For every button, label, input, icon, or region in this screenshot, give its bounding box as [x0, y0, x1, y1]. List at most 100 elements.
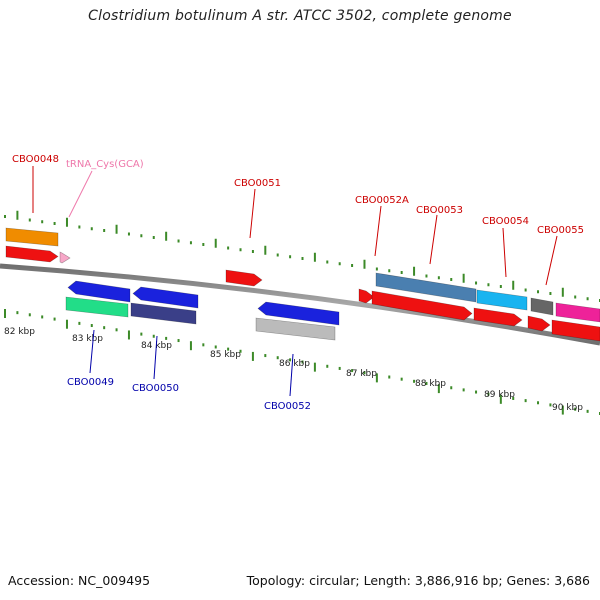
leader-cbo0055 [545, 235, 558, 286]
feature-cbo0048-arrow [5, 245, 59, 263]
minor-tick [127, 232, 130, 236]
label-leader-lines [32, 166, 558, 397]
feature-cbo0052a-arrow [371, 290, 473, 321]
minor-tick [90, 227, 93, 231]
gene-label-cbo0050: CBO0050 [132, 383, 179, 394]
minor-tick [351, 369, 354, 373]
minor-tick [115, 328, 118, 332]
gene-feature-track [5, 227, 600, 342]
minor-tick [78, 321, 81, 325]
minor-tick [549, 403, 552, 407]
minor-tick [239, 349, 242, 353]
minor-tick [103, 326, 106, 330]
major-tick [512, 280, 515, 290]
minor-tick [475, 390, 478, 394]
minor-tick [301, 360, 304, 364]
minor-tick [400, 377, 403, 381]
feature-cbo0050-arrow [132, 286, 199, 309]
feature-cbo0052-arrow [257, 301, 340, 326]
minor-tick [140, 332, 143, 336]
feature-cbo0054-box [530, 297, 554, 316]
major-tick [115, 224, 118, 234]
major-tick [363, 259, 366, 269]
kbp-label: 82 kbp [4, 327, 35, 337]
feature-cbo0048-box [5, 227, 59, 247]
kbp-label: 88 kbp [415, 379, 446, 389]
kbp-label: 85 kbp [210, 350, 241, 360]
minor-tick [189, 241, 192, 245]
minor-tick [103, 229, 106, 232]
leader-cbo0051 [249, 188, 256, 239]
feature-cbo0051-arrow [225, 269, 263, 287]
minor-tick [78, 225, 81, 229]
minor-tick [177, 339, 180, 343]
major-tick [65, 319, 68, 329]
gene-label-cbo0049: CBO0049 [67, 377, 114, 388]
minor-tick [177, 239, 180, 243]
minor-tick [326, 364, 329, 368]
minor-tick [462, 388, 465, 392]
gene-label-cbo0051: CBO0051 [234, 178, 281, 189]
major-tick [462, 273, 465, 283]
minor-tick [537, 290, 540, 294]
major-tick [165, 231, 168, 241]
feature-cbo0049-box [65, 296, 129, 318]
major-tick [313, 252, 316, 262]
gene-label-cbo0052: CBO0052 [264, 401, 311, 412]
major-tick [264, 245, 267, 255]
minor-tick [524, 399, 527, 403]
minor-tick [276, 253, 279, 257]
minor-tick [425, 381, 428, 385]
major-tick [561, 287, 564, 297]
minor-tick [152, 236, 155, 239]
feature-cbo0052-box [255, 317, 336, 341]
minor-tick [301, 257, 304, 260]
leader-cbo0049 [89, 329, 95, 374]
minor-tick [537, 401, 540, 405]
feature-cbo0053-arrow [473, 307, 523, 327]
minor-tick [251, 250, 254, 253]
minor-tick [524, 288, 527, 292]
minor-tick [375, 267, 378, 271]
minor-tick [388, 269, 391, 273]
minor-tick [487, 392, 490, 396]
minor-tick [53, 222, 56, 225]
minor-tick [425, 274, 428, 278]
major-tick [65, 217, 68, 227]
major-tick [561, 405, 564, 415]
leader-cbo0050 [153, 335, 158, 380]
leader-cbo0053 [429, 214, 438, 265]
genome-title: Clostridium botulinum A str. ATCC 3502, … [88, 8, 512, 24]
minor-tick [227, 246, 230, 250]
leader-cbo0052 [289, 353, 294, 397]
minor-tick [351, 264, 354, 267]
feature-cbo0052a-box [375, 272, 477, 303]
kbp-label: 87 kbp [346, 369, 377, 379]
minor-tick [239, 248, 242, 252]
minor-tick [227, 347, 230, 351]
feature-cbo0050-box [130, 302, 197, 325]
minor-tick [28, 313, 31, 317]
major-tick [214, 238, 217, 248]
minor-tick [202, 343, 205, 347]
topology-text: Topology: circular; Length: 3,886,916 bp… [246, 573, 590, 588]
minor-tick [574, 295, 577, 299]
major-tick [413, 266, 416, 276]
major-tick [127, 330, 130, 340]
gene-label-track: CBO0048 tRNA_Cys(GCA) CBO0051 CBO0052A CBO00… [12, 154, 584, 412]
kbp-label: 83 kbp [72, 334, 103, 344]
minor-tick [202, 243, 205, 246]
kbp-label: 90 kbp [552, 403, 583, 413]
feature-cbo0055-arrow [551, 319, 600, 342]
minor-tick [388, 375, 391, 379]
minor-tick [289, 255, 292, 259]
minor-tick [214, 345, 217, 349]
minor-tick [450, 278, 453, 281]
feature-small-red-arrow [358, 288, 375, 304]
lower-tick-track [4, 309, 600, 415]
gene-label-cbo0054: CBO0054 [482, 216, 529, 227]
minor-tick [413, 379, 416, 383]
major-tick [437, 384, 440, 394]
major-tick [251, 351, 254, 361]
